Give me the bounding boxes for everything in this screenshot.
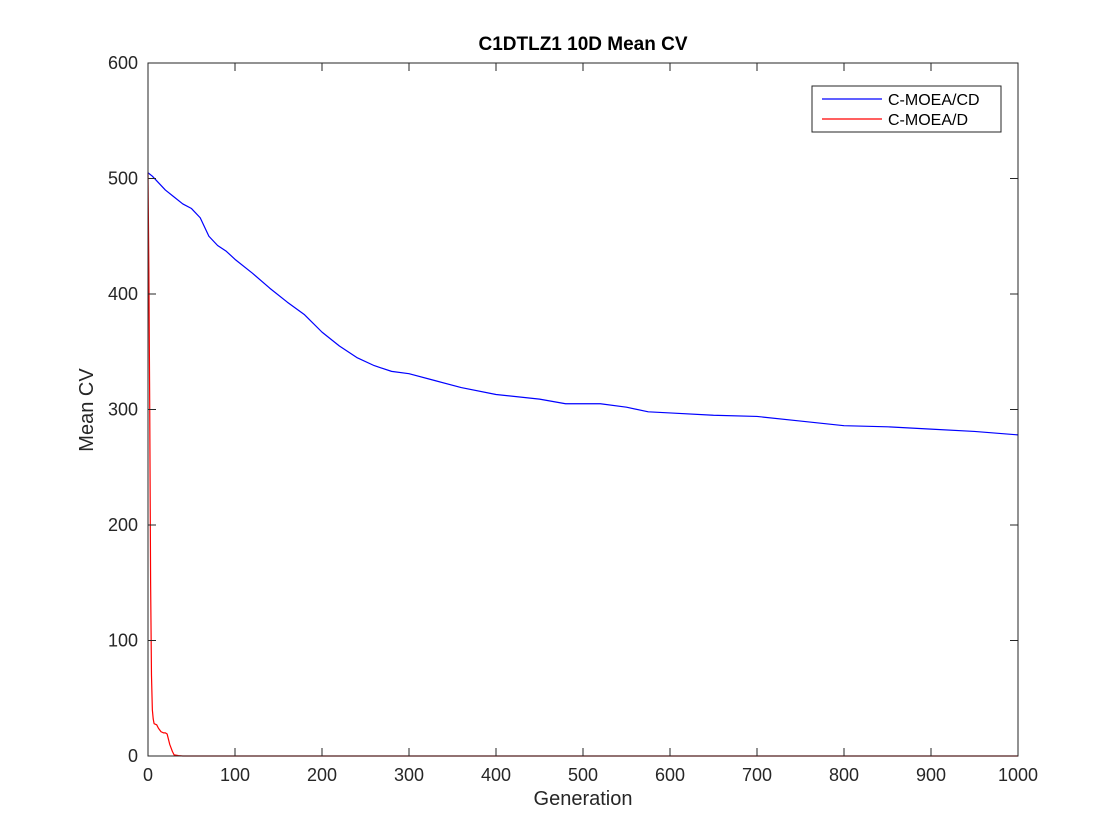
- legend-box: [811, 85, 1002, 133]
- legend-label: C-MOEA/D: [888, 112, 968, 129]
- y-tick-label: 300: [108, 400, 138, 420]
- x-tick-label: 900: [916, 765, 946, 785]
- y-tick-label: 100: [108, 631, 138, 651]
- y-tick-label: 600: [108, 53, 138, 73]
- x-axis-ticks: 0 100 200 300 400 500 600 700 800 900 1000: [143, 63, 1038, 785]
- x-tick-label: 100: [220, 765, 250, 785]
- x-tick-label: 600: [655, 765, 685, 785]
- x-tick-label: 200: [307, 765, 337, 785]
- y-tick-label: 500: [108, 169, 138, 189]
- y-tick-label: 400: [108, 284, 138, 304]
- x-axis-title: Generation: [534, 788, 633, 810]
- y-axis-title: Mean CV: [76, 368, 98, 452]
- y-tick-label: 0: [128, 746, 138, 766]
- legend-label: C-MOEA/CD: [888, 92, 980, 109]
- x-tick-label: 700: [742, 765, 772, 785]
- x-tick-label: 300: [394, 765, 424, 785]
- x-tick-label: 400: [481, 765, 511, 785]
- y-axis-ticks: 0 100 200 300 400 500 600: [108, 53, 1018, 766]
- x-tick-label: 0: [143, 765, 153, 785]
- plot-area: [148, 63, 1018, 756]
- x-tick-label: 500: [568, 765, 598, 785]
- x-tick-label: 800: [829, 765, 859, 785]
- chart-title: C1DTLZ1 10D Mean CV: [478, 34, 687, 55]
- series-line-1: [147, 172, 1019, 436]
- x-tick-label: 1000: [998, 765, 1038, 785]
- legend: C-MOEA/CD C-MOEA/D: [811, 85, 1002, 133]
- y-tick-label: 200: [108, 515, 138, 535]
